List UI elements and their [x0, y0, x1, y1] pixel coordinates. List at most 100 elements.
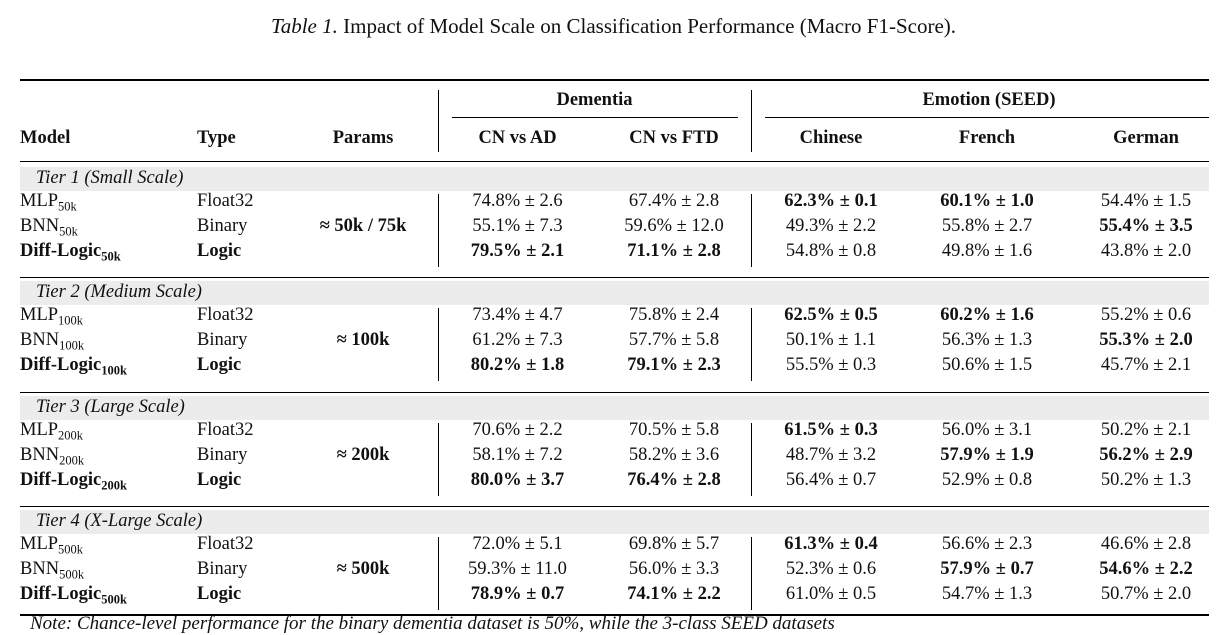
model-scale-subscript: 500k [59, 567, 85, 582]
model-scale-subscript: 50k [58, 199, 77, 214]
header-vline-2 [751, 90, 752, 152]
bottom-rule [20, 614, 1209, 616]
score-cell: 50.2% ± 2.1 [1100, 420, 1192, 440]
tier-vline-1 [438, 537, 439, 610]
model-base: BNN [20, 216, 60, 236]
col-header-type: Type [197, 128, 236, 148]
score-cell: 80.0% ± 3.7 [470, 470, 565, 490]
model-name: BNN500k [20, 559, 84, 583]
tier-rule [20, 277, 1209, 278]
tier-label: Tier 1 (Small Scale) [36, 168, 184, 188]
tier-band [20, 167, 1209, 191]
score-cell: 50.1% ± 1.1 [785, 330, 877, 350]
model-name: MLP50k [20, 191, 77, 215]
score-cell: 45.7% ± 2.1 [1100, 355, 1192, 375]
score-cell: 56.4% ± 0.7 [785, 470, 877, 490]
model-type: Binary [197, 330, 248, 350]
score-cell: 54.8% ± 0.8 [785, 241, 877, 261]
score-cell: 61.0% ± 0.5 [785, 584, 877, 604]
model-base: Diff-Logic [20, 241, 102, 261]
params-value: ≈ 500k [336, 559, 390, 579]
score-cell: 54.7% ± 1.3 [941, 584, 1033, 604]
score-cell: 62.3% ± 0.1 [784, 191, 878, 211]
score-cell: 70.5% ± 5.8 [628, 420, 720, 440]
score-cell: 49.3% ± 2.2 [785, 216, 877, 236]
caption-text: Impact of Model Scale on Classification … [343, 14, 957, 38]
model-name: Diff-Logic500k [20, 584, 127, 608]
model-base: BNN [20, 559, 60, 579]
model-scale-subscript: 100k [59, 338, 85, 353]
group-header-emotion: Emotion (SEED) [922, 90, 1056, 110]
model-type: Binary [197, 559, 248, 579]
model-name: BNN50k [20, 216, 78, 240]
model-scale-subscript: 50k [59, 224, 78, 239]
score-cell: 73.4% ± 4.7 [472, 305, 563, 325]
score-cell: 59.3% ± 11.0 [468, 559, 567, 579]
model-type: Logic [197, 470, 242, 490]
score-cell: 71.1% ± 2.8 [627, 241, 721, 261]
params-value: ≈ 50k / 75k [319, 216, 407, 236]
score-cell: 50.6% ± 1.5 [941, 355, 1033, 375]
tier-label: Tier 3 (Large Scale) [36, 397, 185, 417]
model-base: MLP [20, 420, 59, 440]
model-scale-subscript: 50k [101, 249, 121, 264]
tier-vline-2 [751, 423, 752, 496]
cmidrule-emotion [765, 117, 1209, 118]
score-cell: 67.4% ± 2.8 [628, 191, 720, 211]
score-cell: 79.5% ± 2.1 [470, 241, 565, 261]
col-header-params: Params [332, 128, 394, 148]
score-cell: 55.4% ± 3.5 [1099, 216, 1193, 236]
score-cell: 49.8% ± 1.6 [941, 241, 1033, 261]
score-cell: 54.6% ± 2.2 [1099, 559, 1193, 579]
model-name: Diff-Logic50k [20, 241, 121, 265]
score-cell: 56.0% ± 3.3 [628, 559, 720, 579]
tier-label: Tier 4 (X-Large Scale) [36, 511, 203, 531]
col-header-cn-ad: CN vs AD [478, 128, 557, 148]
score-cell: 50.2% ± 1.3 [1100, 470, 1192, 490]
score-cell: 74.8% ± 2.6 [472, 191, 563, 211]
score-cell: 55.2% ± 0.6 [1100, 305, 1192, 325]
model-type: Float32 [197, 305, 254, 325]
score-cell: 52.9% ± 0.8 [941, 470, 1033, 490]
tier-vline-2 [751, 308, 752, 381]
table-caption: Table 1. Impact of Model Scale on Classi… [0, 14, 1227, 39]
tier-band [20, 281, 1209, 305]
score-cell: 52.3% ± 0.6 [785, 559, 877, 579]
score-cell: 57.9% ± 0.7 [940, 559, 1034, 579]
model-name: MLP200k [20, 420, 83, 444]
score-cell: 59.6% ± 12.0 [624, 216, 724, 236]
score-cell: 55.8% ± 2.7 [941, 216, 1033, 236]
score-cell: 74.1% ± 2.2 [627, 584, 721, 604]
score-cell: 62.5% ± 0.5 [784, 305, 878, 325]
model-type: Float32 [197, 534, 254, 554]
tier-rule [20, 506, 1209, 507]
col-header-german: German [1113, 128, 1179, 148]
score-cell: 58.1% ± 7.2 [472, 445, 563, 465]
score-cell: 57.7% ± 5.8 [628, 330, 720, 350]
tier-rule [20, 392, 1209, 393]
score-cell: 61.3% ± 0.4 [784, 534, 878, 554]
model-base: Diff-Logic [20, 355, 102, 375]
score-cell: 55.5% ± 0.3 [785, 355, 877, 375]
score-cell: 46.6% ± 2.8 [1100, 534, 1192, 554]
model-name: MLP500k [20, 534, 83, 558]
model-scale-subscript: 100k [101, 363, 127, 378]
score-cell: 56.2% ± 2.9 [1099, 445, 1193, 465]
tier-vline-2 [751, 194, 752, 267]
score-cell: 58.2% ± 3.6 [628, 445, 720, 465]
table-note: Note: Chance-level performance for the b… [30, 613, 835, 634]
score-cell: 50.7% ± 2.0 [1100, 584, 1192, 604]
model-scale-subscript: 200k [59, 453, 85, 468]
model-name: Diff-Logic100k [20, 355, 127, 379]
model-type: Logic [197, 584, 242, 604]
col-header-chinese: Chinese [799, 128, 863, 148]
score-cell: 72.0% ± 5.1 [472, 534, 563, 554]
score-cell: 75.8% ± 2.4 [628, 305, 720, 325]
tier-label: Tier 2 (Medium Scale) [36, 282, 202, 302]
score-cell: 70.6% ± 2.2 [472, 420, 563, 440]
col-header-model: Model [20, 128, 71, 148]
model-type: Binary [197, 216, 248, 236]
score-cell: 61.5% ± 0.3 [784, 420, 878, 440]
score-cell: 60.1% ± 1.0 [940, 191, 1034, 211]
score-cell: 54.4% ± 1.5 [1100, 191, 1192, 211]
